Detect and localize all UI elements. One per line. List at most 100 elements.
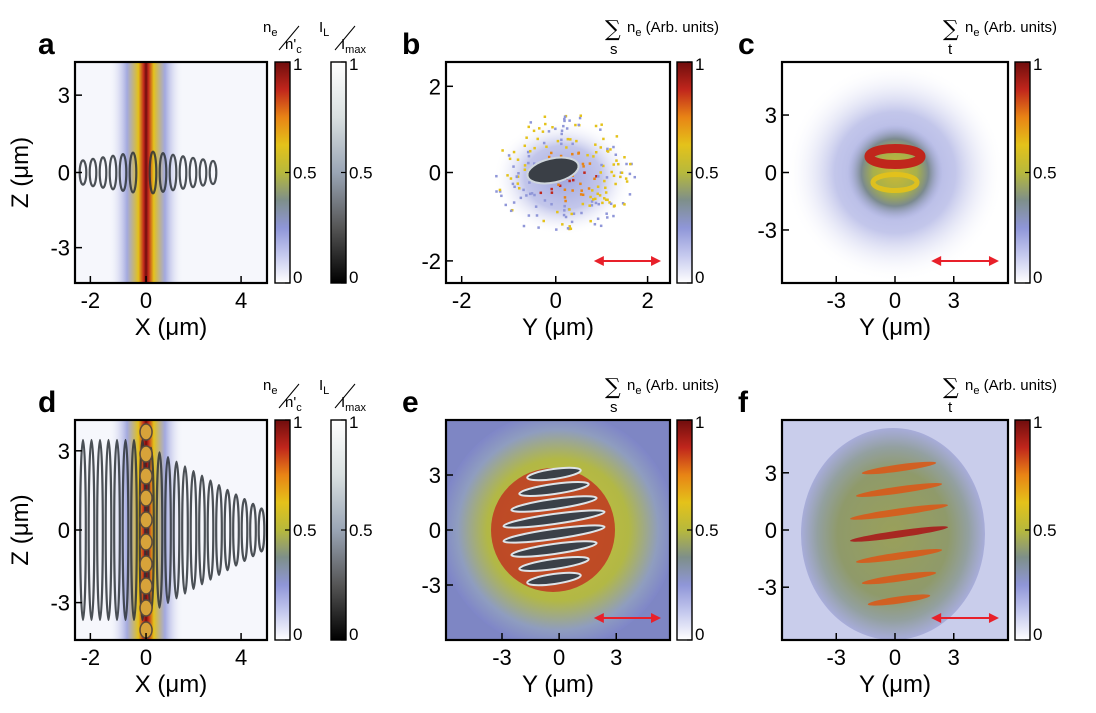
colorbar-tick-label: 0.5 [1033, 164, 1057, 183]
speckle [547, 130, 551, 133]
speckle [612, 174, 616, 178]
speckle [512, 201, 516, 204]
speckle [604, 191, 608, 194]
density-node [139, 599, 153, 617]
speckle [603, 197, 606, 200]
speckle [594, 143, 597, 146]
speckle [564, 199, 567, 203]
speckle [555, 228, 558, 231]
heatmap-e [446, 420, 670, 640]
speckle [560, 132, 563, 136]
speckle [544, 122, 547, 126]
x-tick-label: -3 [826, 288, 846, 313]
speckle [542, 141, 546, 145]
x-axis-label: Y (μm) [859, 671, 931, 698]
colorbar-title-denominator: Imax [341, 36, 366, 56]
heatmap-f [782, 420, 1008, 640]
sum-symbol: ∑ [943, 17, 959, 42]
colorbar-tick-label: 1 [1033, 55, 1042, 74]
sum-symbol: ∑ [943, 375, 959, 400]
speckle [570, 220, 574, 224]
laser-fringe [178, 155, 188, 190]
speckle [535, 214, 539, 217]
speckle [612, 214, 615, 218]
speckle [500, 194, 503, 198]
speckle [594, 201, 598, 205]
laser-fringe [206, 479, 215, 581]
laser-fringe [118, 153, 128, 193]
arrow-head-left [931, 256, 942, 266]
x-tick-label: 0 [140, 645, 152, 670]
speckle [599, 146, 603, 149]
y-tick-label: 0 [58, 161, 70, 186]
speckle [609, 202, 613, 206]
colorbar-tick-label: 1 [293, 55, 302, 74]
speckle [604, 198, 608, 201]
speckle [569, 138, 572, 141]
speckle [504, 203, 508, 207]
colorbar-title-numerator: IL [319, 377, 329, 397]
speckle [526, 150, 530, 154]
speckle [525, 136, 528, 139]
speckle [519, 196, 523, 200]
x-tick-label: 3 [610, 645, 622, 670]
fringe-stripe [510, 540, 598, 558]
y-tick-label: 0 [765, 161, 777, 186]
laser-fringe [130, 438, 138, 622]
sum-index: s [610, 399, 618, 416]
sum-index: t [948, 41, 953, 58]
speckle [579, 193, 583, 196]
speckle [600, 163, 603, 167]
arrow-head-left [931, 613, 942, 623]
speckle [517, 187, 521, 190]
x-tick-label: 0 [889, 645, 901, 670]
speckle [559, 154, 563, 158]
speckle [580, 189, 583, 192]
fraction-bar [278, 383, 300, 409]
laser-fringe [172, 460, 181, 600]
laser-fringe [232, 493, 240, 567]
heatmap-b [446, 62, 670, 283]
colorbar-title: ne (Arb. units) [965, 19, 1057, 39]
speckle [508, 157, 512, 161]
arrow-head-right [651, 613, 662, 623]
x-tick-label: -2 [452, 288, 472, 313]
speckle [596, 192, 599, 196]
colorbar-tick-label: 0 [1033, 268, 1042, 287]
speckle [610, 170, 613, 174]
upper-lobe [864, 144, 926, 169]
colorbar-tick-label: 0 [349, 268, 358, 287]
speckle [532, 129, 536, 133]
speckle [523, 168, 527, 171]
speckle [588, 162, 592, 165]
colorbar-tick-label: 0.5 [293, 521, 317, 540]
colorbar-tick-label: 0 [1033, 625, 1042, 644]
speckle [543, 199, 547, 202]
colorbar-title-numerator: IL [319, 19, 329, 39]
speckle [529, 192, 532, 196]
speckle [594, 124, 598, 128]
fringe-stripe [502, 524, 606, 544]
speckle [566, 227, 570, 230]
speckle [522, 188, 525, 192]
density-node [139, 489, 153, 507]
laser-fringe [113, 438, 121, 622]
speckle [589, 219, 592, 223]
y-tick-label: 3 [765, 461, 777, 486]
speckle [563, 117, 566, 121]
speckle [543, 115, 547, 119]
laser-fringe [198, 158, 208, 187]
colorbar-tick-label: 0 [349, 625, 358, 644]
speckle [609, 148, 612, 151]
speckle [568, 119, 571, 122]
fraction-bar [334, 383, 356, 409]
speckle [551, 125, 554, 129]
speckle [557, 183, 560, 186]
speckle [571, 152, 574, 156]
speckle [563, 119, 566, 123]
y-tick-label: 0 [429, 518, 441, 543]
speckle [599, 224, 603, 228]
x-axis-label: Y (μm) [522, 671, 594, 698]
speckle [534, 205, 538, 208]
